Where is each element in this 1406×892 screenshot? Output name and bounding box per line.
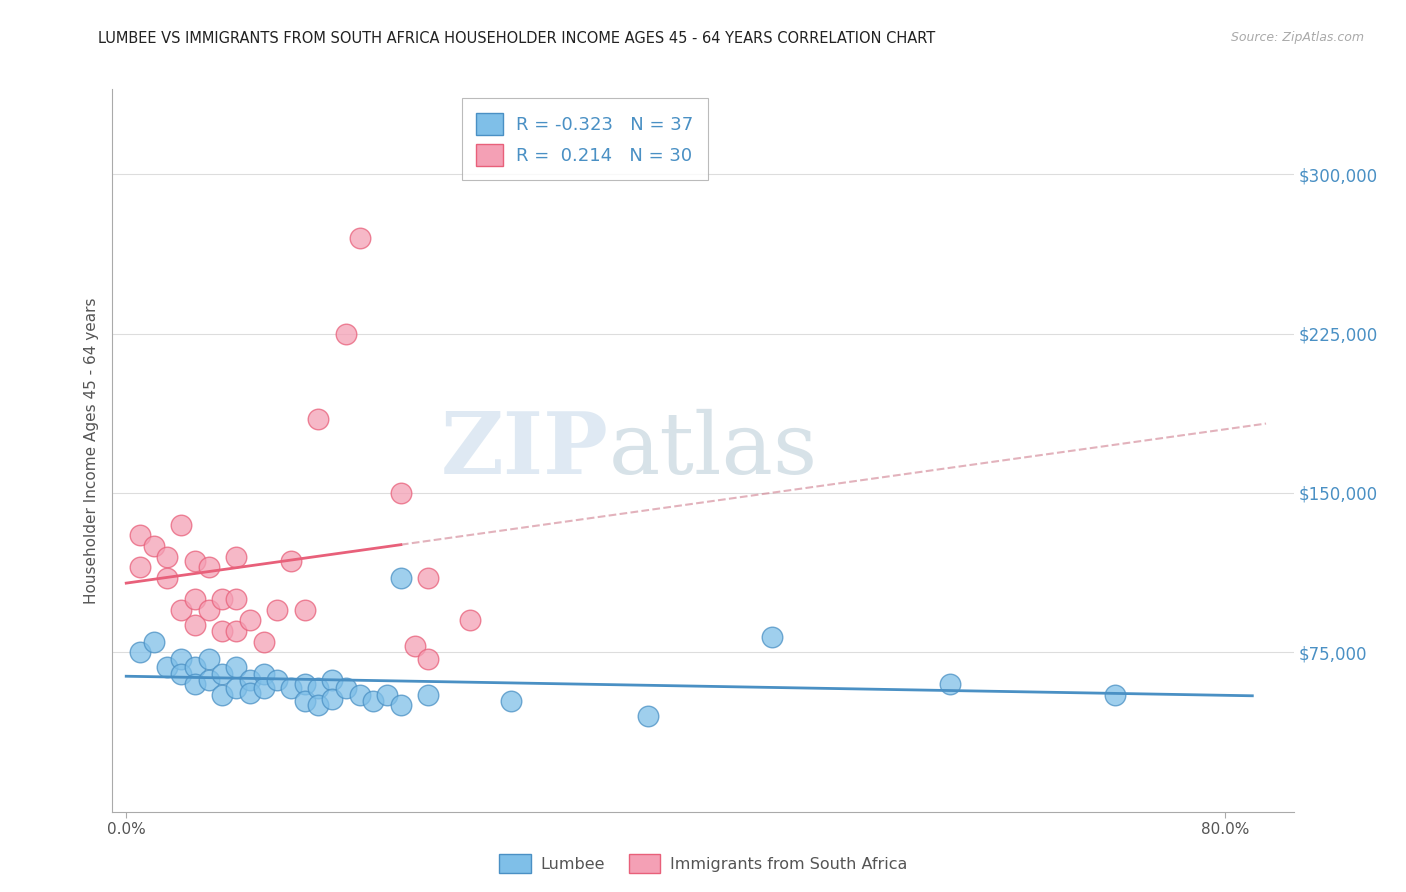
Point [170, 666, 193, 681]
Text: atlas: atlas [609, 409, 818, 492]
Point [156, 571, 179, 585]
Point [404, 639, 426, 653]
Point [184, 677, 207, 691]
Point [321, 692, 343, 706]
Point [349, 231, 371, 245]
Point [375, 688, 398, 702]
Point [184, 617, 207, 632]
Point [1104, 688, 1126, 702]
Point [389, 486, 412, 500]
Point [637, 709, 659, 723]
Point [266, 673, 288, 687]
Point [252, 681, 274, 696]
Point [184, 660, 207, 674]
Point [389, 698, 412, 713]
Point [335, 326, 357, 341]
Point [211, 666, 233, 681]
Point [184, 554, 207, 568]
Point [389, 571, 412, 585]
Point [321, 673, 343, 687]
Point [225, 592, 247, 607]
Point [225, 549, 247, 564]
Point [225, 660, 247, 674]
Point [197, 560, 219, 574]
Point [211, 624, 233, 639]
Point [294, 694, 316, 708]
Point [211, 688, 233, 702]
Point [129, 645, 152, 659]
Point [499, 694, 522, 708]
Legend: Lumbee, Immigrants from South Africa: Lumbee, Immigrants from South Africa [492, 847, 914, 880]
Point [225, 624, 247, 639]
Point [418, 651, 440, 665]
Point [239, 673, 262, 687]
Point [308, 411, 330, 425]
Point [170, 603, 193, 617]
Point [197, 603, 219, 617]
Text: LUMBEE VS IMMIGRANTS FROM SOUTH AFRICA HOUSEHOLDER INCOME AGES 45 - 64 YEARS COR: LUMBEE VS IMMIGRANTS FROM SOUTH AFRICA H… [98, 31, 935, 46]
Point [280, 681, 302, 696]
Point [239, 614, 262, 628]
Point [294, 603, 316, 617]
Point [170, 517, 193, 532]
Point [349, 688, 371, 702]
Point [252, 666, 274, 681]
Point [458, 614, 481, 628]
Point [156, 549, 179, 564]
Point [156, 660, 179, 674]
Point [142, 634, 165, 648]
Point [308, 698, 330, 713]
Point [225, 681, 247, 696]
Text: Source: ZipAtlas.com: Source: ZipAtlas.com [1230, 31, 1364, 45]
Point [184, 592, 207, 607]
Point [252, 634, 274, 648]
Point [418, 688, 440, 702]
Legend: R = -0.323   N = 37, R =  0.214   N = 30: R = -0.323 N = 37, R = 0.214 N = 30 [463, 98, 707, 180]
Point [308, 681, 330, 696]
Point [197, 673, 219, 687]
Point [129, 560, 152, 574]
Point [211, 592, 233, 607]
Point [761, 631, 783, 645]
Y-axis label: Householder Income Ages 45 - 64 years: Householder Income Ages 45 - 64 years [83, 297, 98, 604]
Point [129, 528, 152, 542]
Point [280, 554, 302, 568]
Point [142, 539, 165, 553]
Point [266, 603, 288, 617]
Text: ZIP: ZIP [440, 409, 609, 492]
Point [363, 694, 385, 708]
Point [939, 677, 962, 691]
Point [294, 677, 316, 691]
Point [418, 571, 440, 585]
Point [197, 651, 219, 665]
Point [239, 686, 262, 700]
Point [170, 651, 193, 665]
Point [335, 681, 357, 696]
